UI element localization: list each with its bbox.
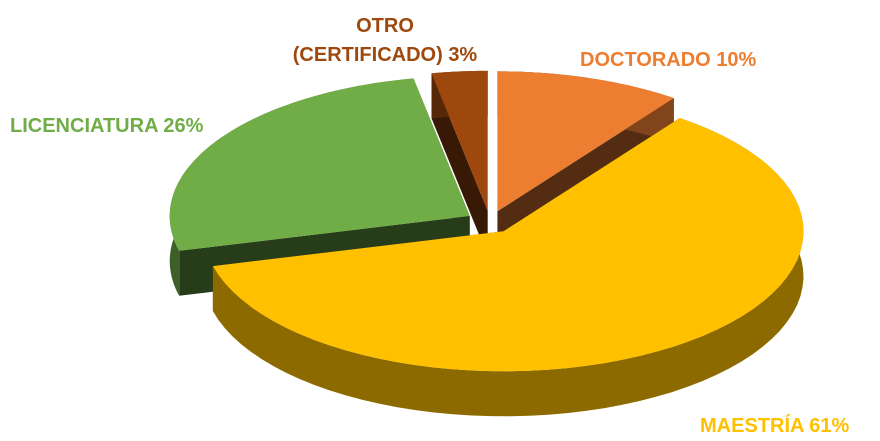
- slice-side: [431, 73, 488, 256]
- category-name: DOCTORADO: [580, 49, 711, 71]
- slice-label: LICENCIATURA 26%: [10, 112, 240, 141]
- category-name: LICENCIATURA: [10, 115, 158, 137]
- slice-label: DOCTORADO 10%: [580, 46, 800, 75]
- slice-label: OTRO (CERTIFICADO) 3%: [280, 12, 490, 70]
- value-label: 61%: [809, 415, 850, 437]
- slice: [212, 118, 804, 372]
- value-label: 26%: [163, 115, 204, 137]
- slice: [431, 70, 488, 211]
- value-label: 3%: [448, 44, 478, 66]
- slice-label: MAESTRÍA 61%: [700, 412, 875, 441]
- category-name: OTRO (CERTIFICADO): [292, 15, 443, 66]
- category-name: MAESTRÍA: [700, 415, 804, 437]
- value-label: 10%: [716, 49, 757, 71]
- slice: [169, 78, 470, 251]
- slice: [497, 71, 674, 212]
